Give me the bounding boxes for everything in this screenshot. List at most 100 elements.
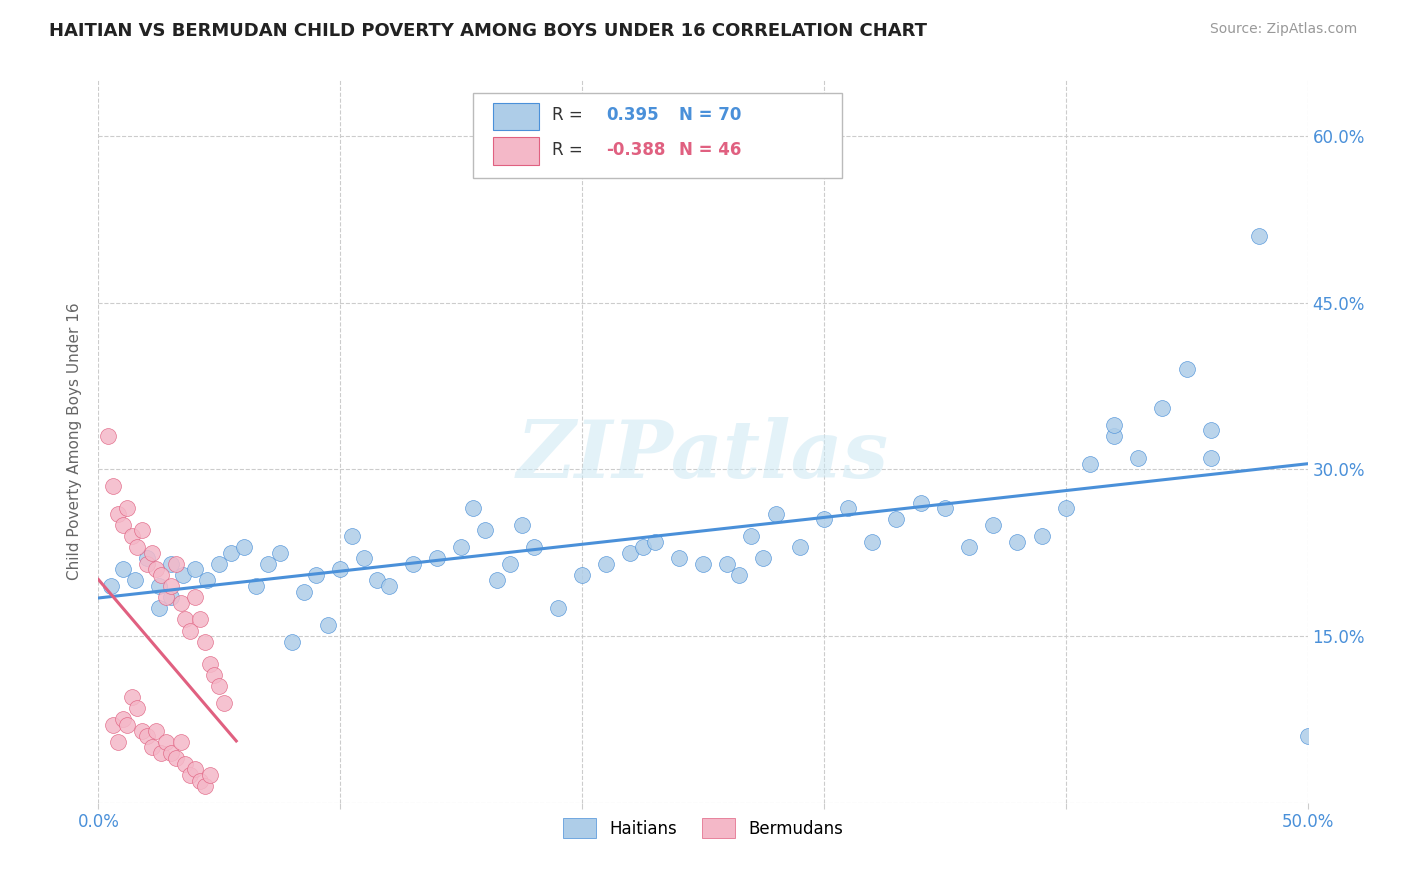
Point (1078, 457, 1101, 471)
Point (269, 546, 291, 560)
Point (121, 529, 143, 543)
Point (619, 546, 641, 560)
Point (198, 768, 221, 782)
Text: N = 46: N = 46 (679, 141, 741, 159)
Point (135, 557, 157, 571)
Point (1199, 451, 1222, 466)
Point (179, 624, 201, 638)
Point (212, 696, 235, 710)
Point (208, 679, 231, 693)
Point (141, 546, 163, 560)
Point (1249, 228, 1271, 243)
Point (342, 529, 364, 543)
Point (148, 579, 170, 593)
Point (184, 763, 207, 777)
Point (107, 734, 129, 748)
Point (188, 773, 211, 788)
Point (1199, 424, 1222, 438)
Point (101, 479, 124, 493)
Text: Source: ZipAtlas.com: Source: ZipAtlas.com (1209, 22, 1357, 37)
Point (194, 634, 217, 648)
Point (510, 517, 533, 532)
Point (668, 551, 690, 566)
FancyBboxPatch shape (492, 103, 538, 130)
Point (100, 579, 122, 593)
Point (174, 756, 197, 771)
Point (1054, 501, 1077, 516)
Point (141, 740, 163, 755)
Point (160, 579, 183, 593)
Point (752, 551, 775, 566)
Point (463, 501, 485, 516)
Point (131, 524, 153, 538)
Point (117, 718, 139, 732)
Point (595, 557, 617, 571)
Point (169, 734, 191, 748)
Point (1296, 729, 1319, 743)
Y-axis label: Child Poverty Among Boys Under 16: Child Poverty Among Boys Under 16 (67, 302, 83, 581)
Point (221, 546, 243, 560)
Point (910, 496, 932, 510)
Point (97, 429, 120, 443)
Point (329, 562, 352, 576)
Point (486, 574, 509, 588)
FancyBboxPatch shape (492, 137, 538, 165)
Point (377, 579, 399, 593)
Point (789, 540, 811, 554)
Point (886, 512, 908, 526)
Point (194, 779, 217, 793)
Point (957, 540, 980, 554)
Point (571, 568, 593, 582)
Point (208, 557, 231, 571)
Point (121, 690, 143, 705)
Point (1007, 534, 1029, 549)
Point (498, 557, 520, 571)
Point (523, 540, 546, 554)
Point (179, 768, 201, 782)
Point (1102, 429, 1125, 443)
Point (150, 746, 173, 760)
Point (1128, 451, 1150, 466)
Point (305, 568, 328, 582)
Point (124, 574, 146, 588)
Point (111, 562, 134, 576)
Point (135, 551, 157, 566)
Point (188, 612, 211, 626)
Point (160, 590, 183, 604)
Point (1152, 401, 1174, 416)
Point (184, 590, 207, 604)
Point (148, 601, 170, 615)
Point (198, 657, 221, 671)
Point (740, 529, 762, 543)
Point (145, 723, 167, 738)
Point (1031, 529, 1053, 543)
Point (165, 751, 187, 765)
Point (127, 701, 149, 715)
Point (131, 723, 153, 738)
Point (765, 507, 787, 521)
Point (160, 746, 183, 760)
Point (184, 562, 207, 576)
Point (256, 557, 278, 571)
Point (813, 512, 835, 526)
Point (204, 668, 226, 682)
Point (174, 612, 197, 626)
Point (195, 574, 218, 588)
Point (245, 579, 267, 593)
Point (1102, 417, 1125, 432)
Point (402, 557, 425, 571)
Point (135, 729, 157, 743)
Text: R =: R = (551, 106, 588, 124)
Point (111, 713, 134, 727)
Point (111, 517, 134, 532)
Text: HAITIAN VS BERMUDAN CHILD POVERTY AMONG BOYS UNDER 16 CORRELATION CHART: HAITIAN VS BERMUDAN CHILD POVERTY AMONG … (49, 22, 927, 40)
Point (837, 501, 859, 516)
Text: ZIPatlas: ZIPatlas (517, 417, 889, 495)
Point (316, 618, 339, 632)
Point (426, 551, 449, 566)
Point (150, 568, 173, 582)
Point (474, 524, 496, 538)
Text: R =: R = (551, 141, 588, 159)
Point (728, 568, 751, 582)
Point (292, 584, 315, 599)
